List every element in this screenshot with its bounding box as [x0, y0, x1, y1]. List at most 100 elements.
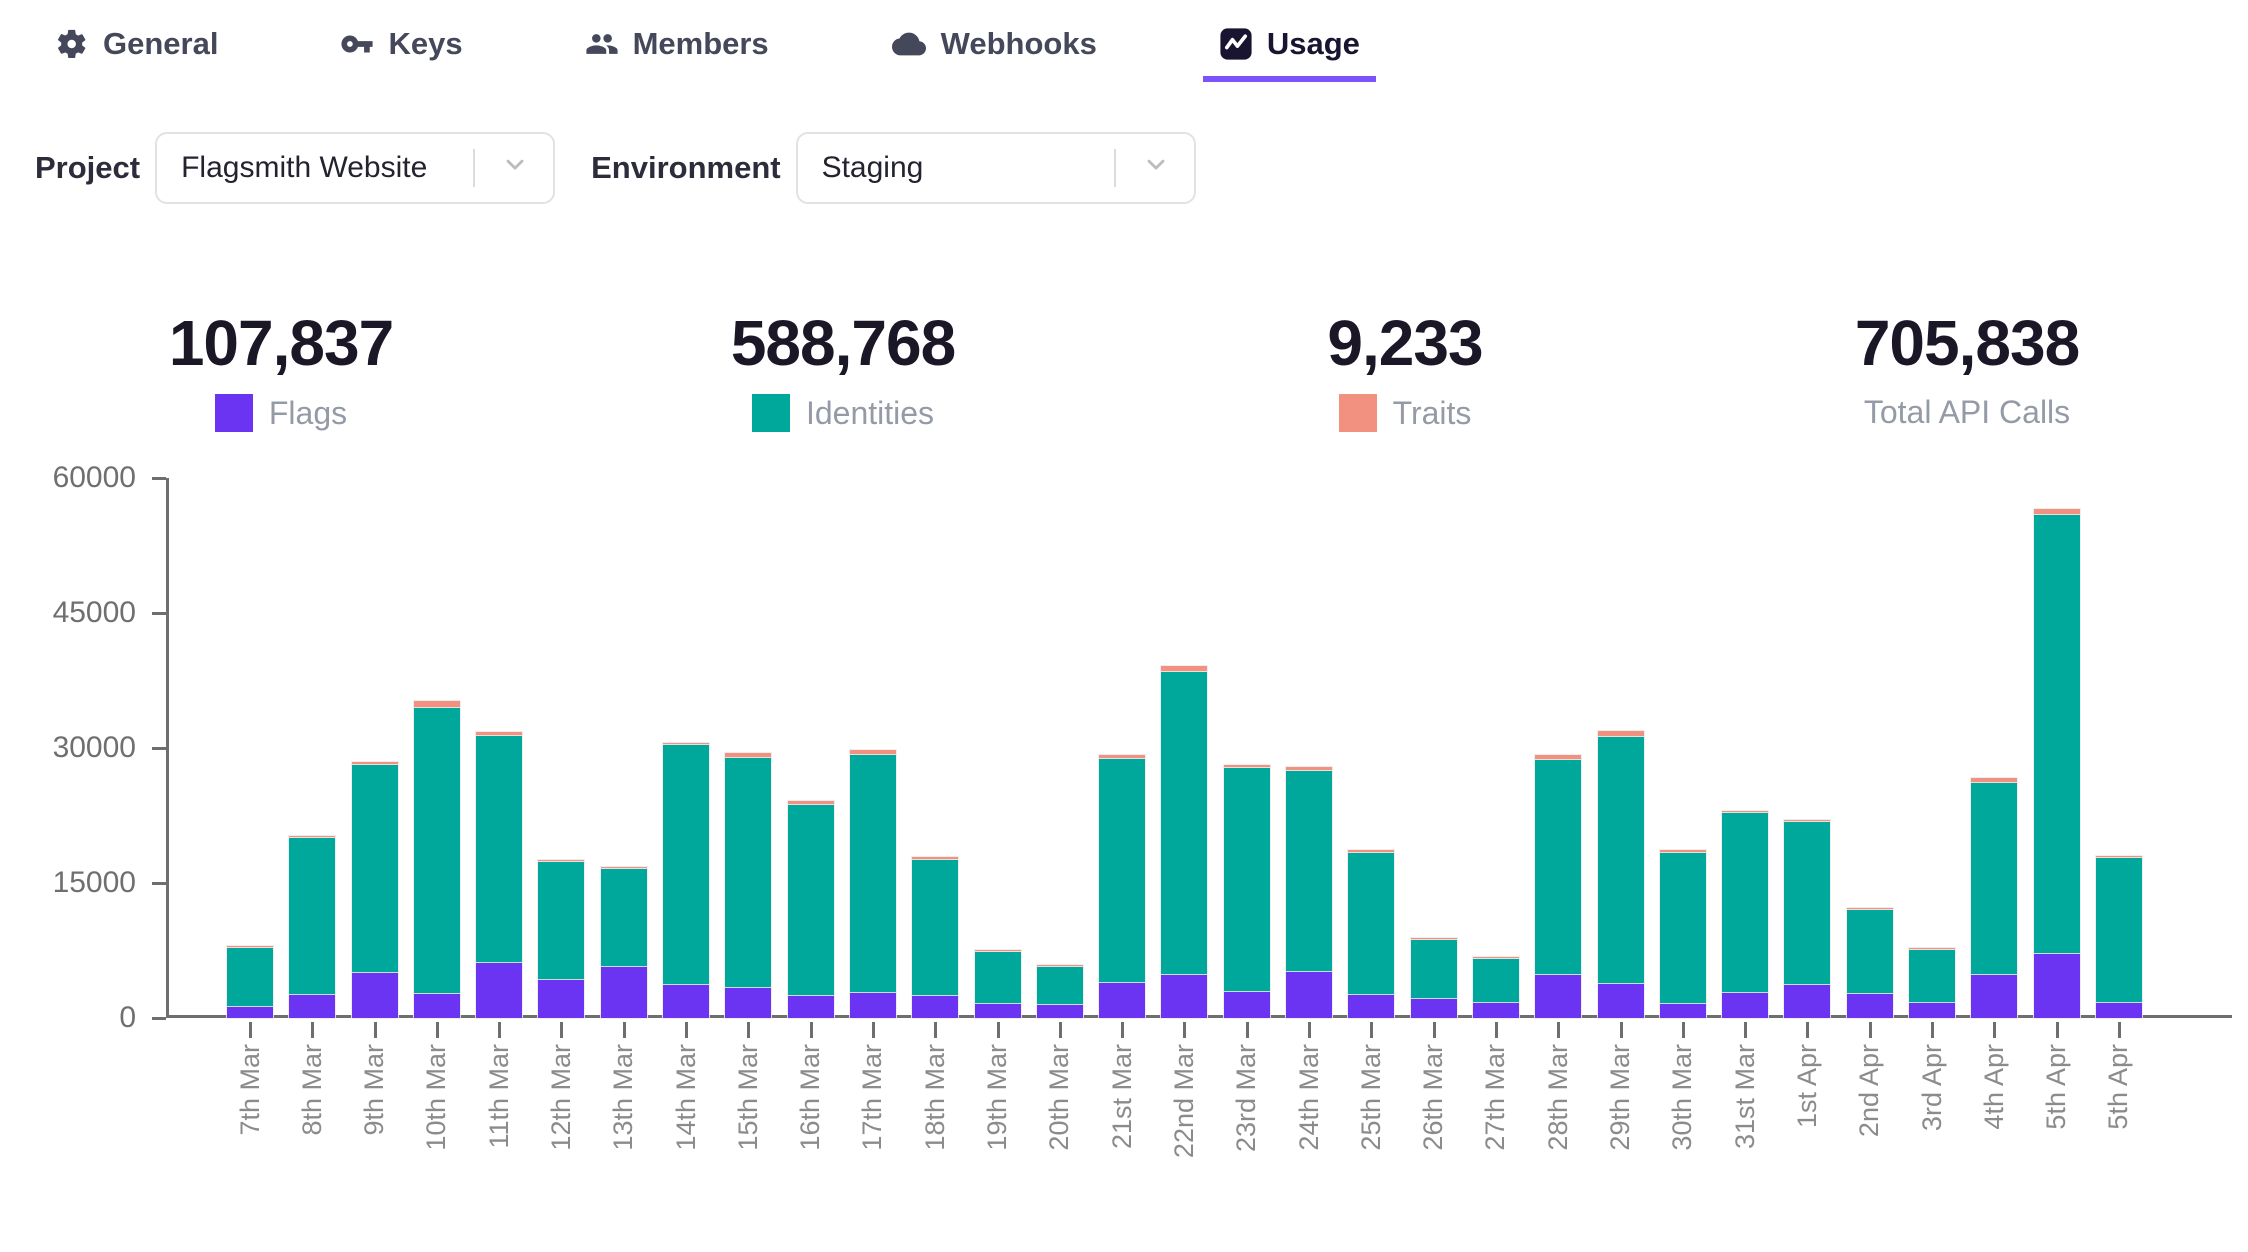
segment-traits: [1286, 766, 1333, 772]
bar-16th-mar[interactable]: [787, 478, 834, 1039]
tab-general[interactable]: General: [39, 26, 234, 82]
bar-17th-mar[interactable]: [849, 478, 896, 1039]
x-label-slot: 26th Mar: [1411, 1044, 1457, 1151]
segment-flags: [413, 994, 460, 1019]
tab-usage[interactable]: Usage: [1202, 26, 1376, 82]
bar-21st-mar[interactable]: [1099, 478, 1146, 1039]
y-axis-tick: [152, 1017, 166, 1021]
bar-5th-apr[interactable]: [2033, 478, 2080, 1039]
segment-flags: [1722, 992, 1769, 1019]
bar-14th-mar[interactable]: [663, 478, 710, 1039]
y-axis-tick: [152, 747, 166, 751]
traits-total: 9,233: [1327, 307, 1483, 379]
bar-25th-mar[interactable]: [1348, 478, 1395, 1039]
segment-identities: [1659, 852, 1706, 1004]
x-label-slot: 16th Mar: [788, 1044, 834, 1151]
x-label-slot: 19th Mar: [975, 1044, 1021, 1151]
segment-flags: [1909, 1002, 1956, 1019]
segment-identities: [1971, 782, 2018, 976]
segment-traits: [849, 750, 896, 755]
x-axis-label: 27th Mar: [1480, 1044, 1511, 1151]
bar-15th-mar[interactable]: [725, 478, 772, 1039]
segment-traits: [2033, 508, 2080, 515]
environment-select-value: Staging: [821, 151, 924, 184]
environment-select[interactable]: Staging: [795, 132, 1196, 204]
segment-traits: [1535, 755, 1582, 761]
x-axis-label: 5th Apr: [2103, 1044, 2134, 1130]
bar-28th-mar[interactable]: [1535, 478, 1582, 1039]
y-axis-tick: [152, 612, 166, 616]
segment-traits: [1846, 908, 1893, 911]
tab-keys[interactable]: Keys: [324, 26, 478, 82]
x-axis-label: 4th Apr: [1978, 1044, 2009, 1130]
x-label-slot: 7th Mar: [227, 1044, 273, 1136]
x-axis-label: 15th Mar: [732, 1044, 763, 1151]
segment-traits: [1161, 666, 1208, 673]
segment-traits: [413, 701, 460, 709]
bar-23rd-mar[interactable]: [1223, 478, 1270, 1039]
x-axis-label: 23rd Mar: [1231, 1044, 1262, 1153]
x-axis-label: 17th Mar: [857, 1044, 888, 1151]
y-axis-label: 0: [119, 1001, 136, 1035]
x-axis-label: 20th Mar: [1044, 1044, 1075, 1151]
bar-22nd-mar[interactable]: [1161, 478, 1208, 1039]
members-icon: [585, 27, 619, 61]
y-axis-label: 60000: [52, 461, 136, 495]
bar-31st-mar[interactable]: [1722, 478, 1769, 1039]
x-labels: 7th Mar 8th Mar 9th Mar 10th Mar 11th Mar 12t…: [227, 1044, 2142, 1158]
tab-label: Usage: [1266, 26, 1360, 61]
segment-flags: [1846, 993, 1893, 1019]
segment-traits: [600, 867, 647, 870]
bar-10th-mar[interactable]: [413, 478, 460, 1039]
bar-4th-apr[interactable]: [1971, 478, 2018, 1039]
x-axis-label: 5th Apr: [2041, 1044, 2072, 1130]
x-axis-label: 10th Mar: [421, 1044, 452, 1151]
bar-8th-mar[interactable]: [289, 478, 336, 1039]
bar-26th-mar[interactable]: [1410, 478, 1457, 1039]
segment-flags: [725, 988, 772, 1019]
total-api-calls-legend: Total API Calls: [1686, 394, 2248, 431]
bar-20th-mar[interactable]: [1036, 478, 1083, 1039]
segment-identities: [2033, 514, 2080, 954]
bar-13th-mar[interactable]: [600, 478, 647, 1039]
y-axis-tick: [152, 477, 166, 481]
project-select[interactable]: Flagsmith Website: [155, 132, 556, 204]
segment-flags: [787, 995, 834, 1019]
segment-flags: [2095, 1002, 2142, 1019]
segment-traits: [725, 753, 772, 758]
tab-label: Webhooks: [940, 26, 1097, 61]
cloud-icon: [891, 27, 927, 61]
bar-29th-mar[interactable]: [1597, 478, 1644, 1039]
x-axis-label: 13th Mar: [608, 1044, 639, 1151]
bar-7th-mar[interactable]: [227, 478, 273, 1039]
x-label-slot: 25th Mar: [1348, 1044, 1394, 1151]
bar-11th-mar[interactable]: [476, 478, 523, 1039]
stat-traits: 9,233 Traits: [1124, 307, 1686, 433]
bar-18th-mar[interactable]: [912, 478, 959, 1039]
bar-3rd-apr[interactable]: [1909, 478, 1956, 1039]
x-label-slot: 31st Mar: [1722, 1044, 1768, 1149]
segment-traits: [1223, 765, 1270, 768]
bar-9th-mar[interactable]: [351, 478, 398, 1039]
flags-legend-label: Flags: [268, 394, 348, 431]
bar-27th-mar[interactable]: [1472, 478, 1519, 1039]
bar-2nd-apr[interactable]: [1846, 478, 1893, 1039]
tab-members[interactable]: Members: [569, 26, 785, 82]
bar-30th-mar[interactable]: [1659, 478, 1706, 1039]
bar-19th-mar[interactable]: [974, 478, 1021, 1039]
segment-flags: [476, 963, 523, 1019]
segment-traits: [2095, 855, 2142, 858]
segment-identities: [2095, 857, 2142, 1003]
x-label-slot: 20th Mar: [1037, 1044, 1083, 1151]
segment-traits: [1099, 754, 1146, 759]
segment-flags: [1659, 1003, 1706, 1019]
bar-1st-apr[interactable]: [1784, 478, 1831, 1039]
x-label-slot: 29th Mar: [1598, 1044, 1644, 1151]
segment-traits: [1909, 948, 1956, 951]
bar-24th-mar[interactable]: [1286, 478, 1333, 1039]
total-api-calls-label: Total API Calls: [1863, 394, 2071, 431]
bar-5th-apr-2[interactable]: [2095, 478, 2142, 1039]
tab-webhooks[interactable]: Webhooks: [875, 26, 1113, 82]
segment-identities: [912, 860, 959, 997]
bar-12th-mar[interactable]: [538, 478, 585, 1039]
